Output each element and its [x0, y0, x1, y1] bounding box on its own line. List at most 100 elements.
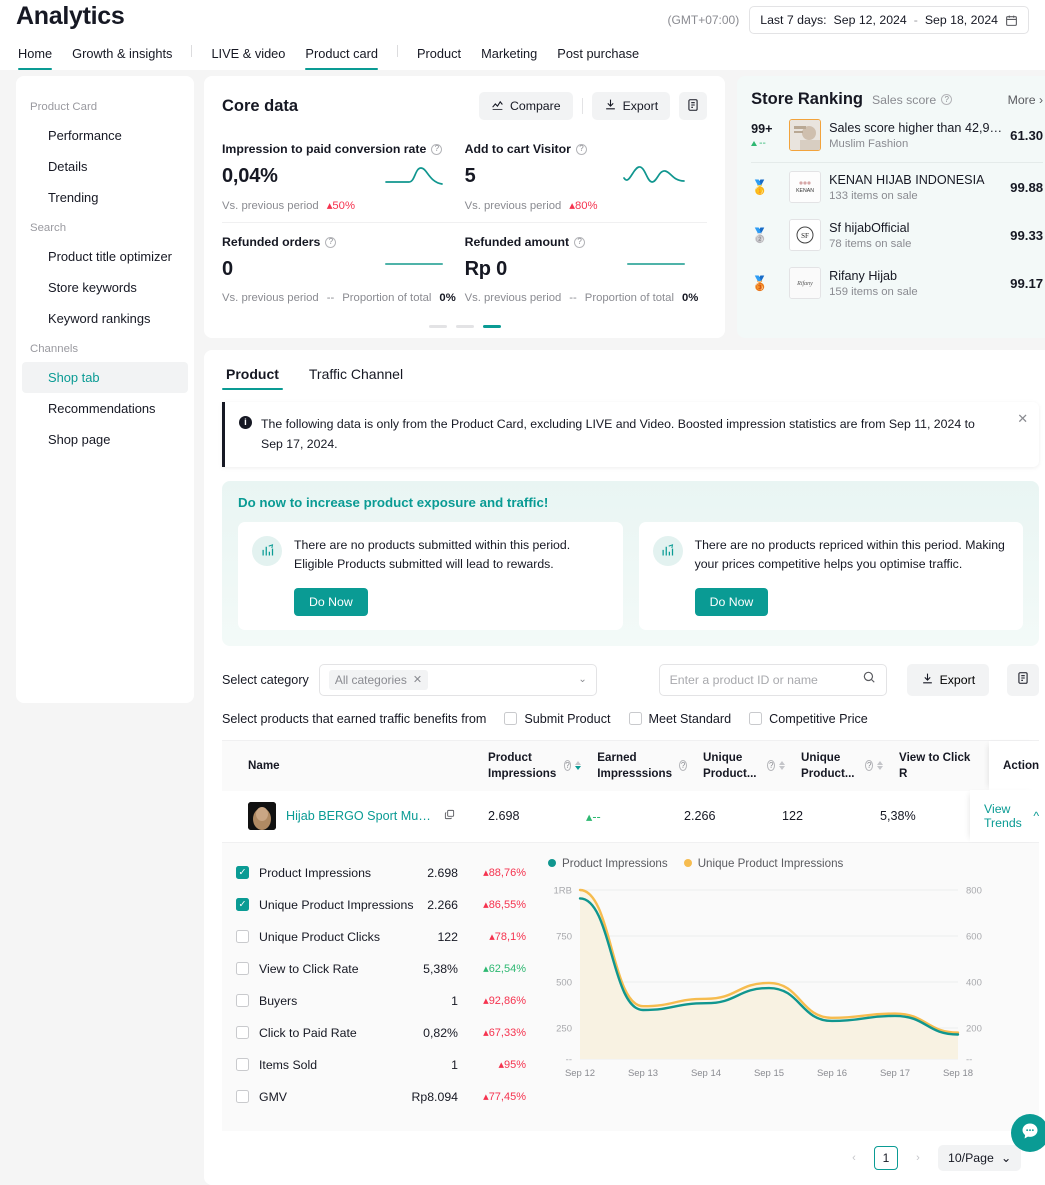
trend-metric-row[interactable]: Buyers 1 ▴92,86% [236, 985, 526, 1017]
help-icon[interactable]: ? [865, 760, 874, 772]
compare-button[interactable]: Compare [479, 92, 573, 120]
checkbox-submit-product[interactable] [504, 712, 518, 726]
next-page-button[interactable]: › [916, 1151, 920, 1164]
help-icon[interactable]: ? [431, 143, 443, 155]
trend-checkbox-unique-product-clicks[interactable] [236, 930, 249, 944]
sidebar-item-details[interactable]: Details [48, 159, 88, 174]
trend-checkbox-buyers[interactable] [236, 994, 249, 1008]
sidebar-item-shop-page[interactable]: Shop page [48, 432, 111, 447]
chip-remove-icon[interactable]: ✕ [412, 674, 423, 687]
core-export-button[interactable]: Export [591, 92, 671, 120]
trend-metric-row[interactable]: Click to Paid Rate 0,82% ▴67,33% [236, 1017, 526, 1049]
trend-metric-row[interactable]: View to Click Rate 5,38% ▴62,54% [236, 953, 526, 985]
trend-metric-delta: ▴78,1% [489, 931, 526, 944]
sidebar-item-shop-tab[interactable]: Shop tab [22, 362, 188, 393]
core-report-icon-button[interactable] [679, 92, 708, 120]
table-report-icon-button[interactable] [1007, 663, 1040, 696]
do-now-button[interactable]: Do Now [694, 587, 769, 616]
pagination: ‹ 1 › 10/Page ⌄ [222, 1131, 1039, 1171]
product-search[interactable] [658, 663, 887, 696]
tab-product[interactable]: Product [222, 366, 283, 390]
sidebar-item-keyword-rankings[interactable]: Keyword rankings [48, 311, 151, 326]
do-now-button[interactable]: Do Now [294, 587, 368, 616]
trend-metric-row[interactable]: GMV Rp8.094 ▴77,45% [236, 1081, 526, 1113]
svg-text:Sep 15: Sep 15 [754, 1068, 784, 1079]
trend-metric-label: Unique Product Impressions [259, 897, 414, 912]
external-link-icon[interactable] [444, 809, 455, 823]
sort-icon[interactable] [575, 761, 582, 771]
metric-label: Refunded orders [222, 235, 321, 249]
metric-delta: ▴50% [326, 200, 355, 212]
sidebar-item-recommendations[interactable]: Recommendations [48, 401, 156, 416]
trend-metric-row[interactable]: Product Impressions 2.698 ▴88,76% [236, 857, 526, 889]
carousel-dot[interactable] [428, 325, 447, 328]
legend-item-product-impressions[interactable]: Product Impressions [548, 857, 668, 870]
trend-metric-value: 5,38% [423, 961, 458, 976]
tab-traffic-channel[interactable]: Traffic Channel [308, 366, 404, 382]
help-icon[interactable]: ? [574, 236, 586, 248]
metric-sub-label: Vs. previous period [222, 199, 319, 212]
close-icon[interactable]: ✕ [1017, 411, 1029, 426]
trend-checkbox-unique-product-impressions[interactable] [236, 898, 249, 912]
store-ranking-self-row[interactable]: 99+ -- [751, 109, 1044, 163]
store-ranking-more-link[interactable]: More › [1007, 92, 1044, 107]
trend-checkbox-gmv[interactable] [236, 1090, 249, 1104]
trend-checkbox-click-to-paid-rate[interactable] [236, 1026, 249, 1040]
trend-checkbox-product-impressions[interactable] [236, 866, 249, 880]
sidebar-item-performance[interactable]: Performance [48, 128, 122, 143]
sidebar-item-trending[interactable]: Trending [48, 190, 99, 205]
category-select[interactable]: All categories ✕ ⌄ [318, 663, 597, 696]
nav-item-post-purchase[interactable]: Post purchase [557, 46, 640, 61]
nav-item-live-video[interactable]: LIVE & video [211, 46, 286, 61]
date-range-area: (GMT+07:00) Last 7 days: Sep 12, 2024 - … [668, 6, 1029, 34]
product-name-link[interactable]: Hijab BERGO Sport Muslim Sp... [286, 809, 434, 824]
carousel-dot[interactable] [455, 325, 474, 328]
checkbox-meet-standard[interactable] [628, 712, 642, 726]
trend-metric-delta: ▴88,76% [483, 867, 526, 880]
help-icon[interactable]: ? [767, 760, 776, 772]
checkbox-competitive-price[interactable] [749, 712, 763, 726]
nav-item-growth-insights[interactable]: Growth & insights [72, 46, 173, 61]
help-icon[interactable]: ? [575, 143, 587, 155]
help-icon[interactable]: ? [941, 94, 953, 105]
nav-item-marketing[interactable]: Marketing [481, 46, 538, 61]
store-ranking-self-score: 61.30 [1010, 127, 1044, 143]
help-icon[interactable]: ? [679, 760, 688, 772]
store-ranking-row[interactable]: 🥈 SF Sf hijabOfficial 78 items on sale 9… [751, 211, 1043, 259]
nav-item-product-card[interactable]: Product card [295, 46, 388, 70]
store-ranking-row[interactable]: 🥇 KENAN KENAN HIJAB INDONESIA 133 items … [751, 163, 1043, 211]
sidebar-item-product-title-optimizer[interactable]: Product title optimizer [48, 249, 172, 264]
store-ranking-title: Store Ranking [751, 90, 863, 108]
column-product-impressions: Product Impressions ? [480, 750, 589, 781]
trend-metric-row[interactable]: Unique Product Clicks 122 ▴78,1% [236, 921, 526, 953]
trend-checkbox-items-sold[interactable] [236, 1058, 249, 1072]
view-trends-button[interactable]: View Trends ^ [984, 802, 1040, 831]
search-icon[interactable] [862, 670, 876, 689]
legend-item-unique-product-impressions[interactable]: Unique Product Impressions [683, 857, 843, 870]
nav-item-home[interactable]: Home [16, 46, 62, 70]
table-export-button[interactable]: Export [906, 663, 990, 696]
date-range-picker[interactable]: Last 7 days: Sep 12, 2024 - Sep 18, 2024 [749, 6, 1029, 34]
metric-add-to-cart-visitor: Add to cart Visitor ? 5 Vs. previous per… [465, 132, 708, 220]
sort-icon[interactable] [779, 761, 786, 771]
main-nav: Home Growth & insights LIVE & video Prod… [16, 45, 649, 70]
store-ranking-row[interactable]: 🥉 Rifany Rifany Hijab 159 items on sale … [751, 259, 1043, 307]
carousel-dot-active[interactable] [482, 325, 501, 328]
nav-item-product[interactable]: Product [416, 46, 462, 61]
help-icon[interactable]: ? [325, 236, 337, 248]
sidebar-item-store-keywords[interactable]: Store keywords [48, 280, 137, 295]
prev-page-button[interactable]: ‹ [852, 1151, 856, 1164]
trend-checkbox-view-to-click-rate[interactable] [236, 962, 249, 976]
chat-support-button[interactable] [1011, 1114, 1045, 1152]
promo-card-text: There are no products submitted within t… [294, 537, 571, 572]
nav-divider [191, 45, 193, 57]
page-number-1[interactable]: 1 [873, 1145, 898, 1170]
help-icon[interactable]: ? [563, 760, 572, 772]
products-table: Name Product Impressions ? Earned Impres… [222, 739, 1040, 1131]
column-earned-impressions: Earned Impresssions ? [597, 751, 688, 780]
sort-icon[interactable] [877, 761, 884, 771]
trend-metric-row[interactable]: Items Sold 1 ▴95% [236, 1049, 526, 1081]
trend-metric-row[interactable]: Unique Product Impressions 2.266 ▴86,55% [236, 889, 526, 921]
page-size-select[interactable]: 10/Page ⌄ [937, 1144, 1022, 1171]
search-input[interactable] [669, 672, 862, 687]
